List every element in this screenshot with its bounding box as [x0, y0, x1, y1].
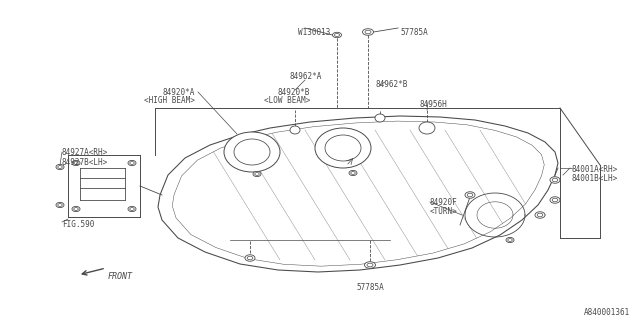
- Ellipse shape: [552, 178, 557, 182]
- Ellipse shape: [552, 198, 557, 202]
- Ellipse shape: [537, 213, 543, 217]
- Ellipse shape: [234, 139, 270, 165]
- Ellipse shape: [255, 172, 259, 175]
- Text: 84927A<RH>: 84927A<RH>: [62, 148, 108, 157]
- Text: FRONT: FRONT: [108, 272, 133, 281]
- Text: 84001A<RH>: 84001A<RH>: [572, 165, 618, 174]
- Ellipse shape: [335, 34, 339, 36]
- Ellipse shape: [467, 193, 473, 197]
- Text: 57785A: 57785A: [400, 28, 428, 37]
- Ellipse shape: [365, 30, 371, 34]
- Ellipse shape: [56, 164, 64, 170]
- Text: W130013: W130013: [298, 28, 330, 37]
- Polygon shape: [172, 121, 544, 266]
- Ellipse shape: [365, 262, 376, 268]
- Ellipse shape: [333, 32, 342, 38]
- Ellipse shape: [72, 206, 80, 212]
- Ellipse shape: [253, 172, 261, 177]
- Ellipse shape: [290, 126, 300, 134]
- Ellipse shape: [58, 204, 62, 206]
- Ellipse shape: [74, 162, 78, 164]
- Ellipse shape: [130, 162, 134, 164]
- Text: <TURN>: <TURN>: [430, 207, 458, 216]
- Text: 84962*B: 84962*B: [375, 80, 408, 89]
- Ellipse shape: [245, 255, 255, 261]
- Ellipse shape: [419, 122, 435, 134]
- Text: 57785A: 57785A: [356, 283, 384, 292]
- Ellipse shape: [58, 165, 62, 168]
- Ellipse shape: [325, 135, 361, 161]
- Text: 84920*A: 84920*A: [163, 88, 195, 97]
- Text: FIG.590: FIG.590: [62, 220, 94, 229]
- Ellipse shape: [362, 29, 374, 35]
- Text: <HIGH BEAM>: <HIGH BEAM>: [144, 96, 195, 105]
- Ellipse shape: [535, 212, 545, 218]
- Text: A840001361: A840001361: [584, 308, 630, 317]
- Text: 84962*A: 84962*A: [290, 72, 323, 81]
- Polygon shape: [158, 116, 558, 272]
- Ellipse shape: [128, 160, 136, 166]
- Ellipse shape: [315, 128, 371, 168]
- Text: <LOW BEAM>: <LOW BEAM>: [264, 96, 310, 105]
- Ellipse shape: [130, 208, 134, 211]
- Ellipse shape: [56, 203, 64, 208]
- Ellipse shape: [550, 177, 560, 183]
- Text: 84920F: 84920F: [430, 198, 458, 207]
- Ellipse shape: [128, 206, 136, 212]
- Ellipse shape: [508, 239, 512, 241]
- Ellipse shape: [247, 256, 253, 260]
- Ellipse shape: [351, 172, 355, 174]
- Ellipse shape: [72, 160, 80, 166]
- Ellipse shape: [224, 132, 280, 172]
- Ellipse shape: [74, 208, 78, 211]
- Text: 84927B<LH>: 84927B<LH>: [62, 158, 108, 167]
- Text: 84956H: 84956H: [420, 100, 448, 109]
- Ellipse shape: [550, 197, 560, 203]
- Ellipse shape: [465, 192, 475, 198]
- Ellipse shape: [375, 114, 385, 122]
- Ellipse shape: [367, 263, 373, 267]
- Text: 84001B<LH>: 84001B<LH>: [572, 174, 618, 183]
- Ellipse shape: [349, 170, 357, 176]
- Text: 84920*B: 84920*B: [278, 88, 310, 97]
- Ellipse shape: [506, 237, 514, 243]
